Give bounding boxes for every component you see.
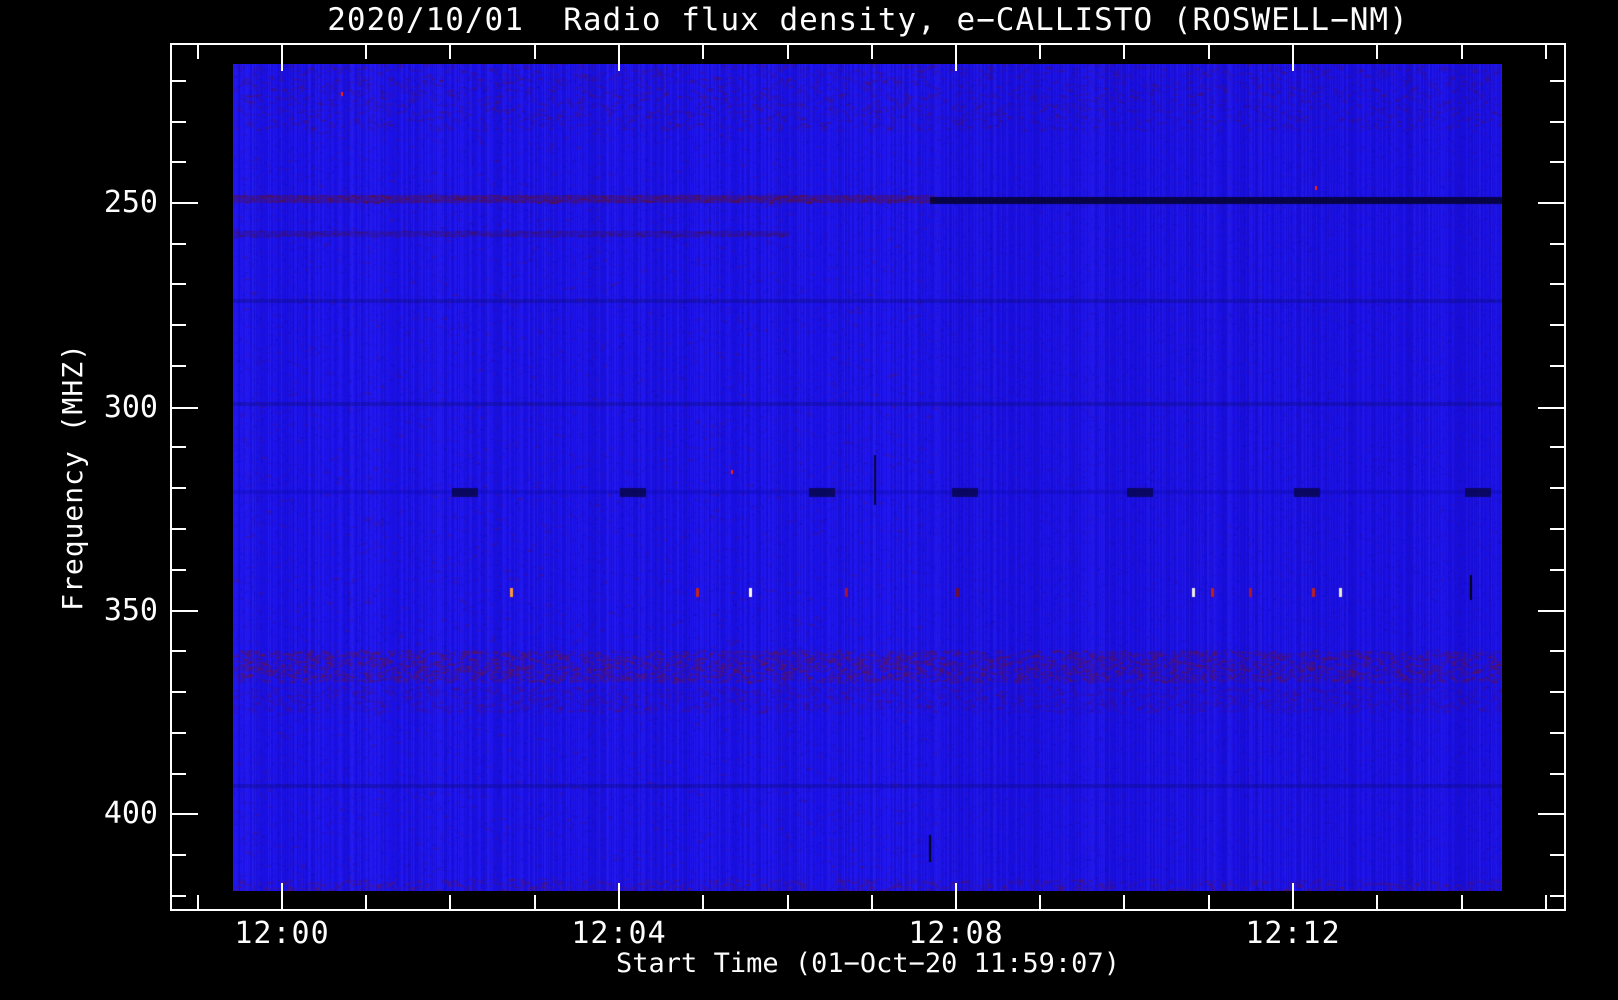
tick-mark xyxy=(1376,895,1378,909)
tick-mark xyxy=(172,528,186,530)
spectrogram-image xyxy=(233,64,1502,891)
tick-mark xyxy=(955,45,957,71)
tick-mark xyxy=(172,569,186,571)
tick-mark xyxy=(534,895,536,909)
tick-mark xyxy=(1545,895,1547,909)
tick-mark xyxy=(449,895,451,909)
y-axis-title: Frequency (MHZ) xyxy=(55,343,89,611)
tick-mark xyxy=(1039,45,1041,59)
tick-mark xyxy=(1550,80,1564,82)
tick-mark xyxy=(197,45,199,59)
tick-mark xyxy=(1039,895,1041,909)
tick-mark xyxy=(172,324,186,326)
tick-mark xyxy=(1292,883,1294,909)
tick-mark xyxy=(1550,487,1564,489)
tick-mark xyxy=(871,895,873,909)
tick-mark xyxy=(1550,243,1564,245)
tick-mark xyxy=(534,45,536,59)
tick-mark xyxy=(955,883,957,909)
tick-mark xyxy=(1550,569,1564,571)
tick-mark xyxy=(1550,446,1564,448)
tick-mark xyxy=(1538,813,1564,815)
tick-mark xyxy=(172,650,186,652)
tick-mark xyxy=(172,365,186,367)
tick-mark xyxy=(1461,45,1463,59)
y-axis-title-box: Frequency (MHZ) xyxy=(52,43,92,911)
x-axis-title: Start Time (01−Oct−20 11:59:07) xyxy=(616,948,1120,979)
tick-mark xyxy=(1550,895,1564,897)
tick-mark xyxy=(1550,161,1564,163)
tick-mark xyxy=(1550,854,1564,856)
tick-mark xyxy=(1538,202,1564,204)
x-tick-label: 12:12 xyxy=(1245,916,1341,951)
chart-title: 2020/10/01 Radio flux density, e−CALLIST… xyxy=(327,2,1409,38)
tick-mark xyxy=(1550,283,1564,285)
tick-mark xyxy=(1123,45,1125,59)
tick-mark xyxy=(787,895,789,909)
tick-mark xyxy=(1550,528,1564,530)
tick-mark xyxy=(172,895,186,897)
tick-mark xyxy=(1550,732,1564,734)
tick-mark xyxy=(1538,407,1564,409)
y-tick-label: 300 xyxy=(103,390,158,425)
tick-mark xyxy=(172,446,186,448)
tick-mark xyxy=(281,45,283,71)
tick-mark xyxy=(1550,324,1564,326)
tick-mark xyxy=(1550,691,1564,693)
tick-mark xyxy=(172,813,198,815)
x-tick-label: 12:08 xyxy=(908,916,1004,951)
tick-mark xyxy=(1376,45,1378,59)
tick-mark xyxy=(172,283,186,285)
tick-mark xyxy=(1123,895,1125,909)
tick-mark xyxy=(172,610,198,612)
tick-mark xyxy=(618,883,620,909)
tick-mark xyxy=(172,732,186,734)
tick-mark xyxy=(618,45,620,71)
tick-mark xyxy=(172,243,186,245)
tick-mark xyxy=(172,691,186,693)
tick-mark xyxy=(281,883,283,909)
tick-mark xyxy=(1538,610,1564,612)
tick-mark xyxy=(871,45,873,59)
tick-mark xyxy=(1550,773,1564,775)
tick-mark xyxy=(1550,365,1564,367)
tick-mark xyxy=(172,407,198,409)
tick-mark xyxy=(172,202,198,204)
tick-mark xyxy=(172,161,186,163)
tick-mark xyxy=(365,45,367,59)
tick-mark xyxy=(172,80,186,82)
tick-mark xyxy=(1208,45,1210,59)
tick-mark xyxy=(449,45,451,59)
tick-mark xyxy=(1545,45,1547,59)
tick-mark xyxy=(1550,121,1564,123)
tick-mark xyxy=(197,895,199,909)
tick-mark xyxy=(365,895,367,909)
tick-mark xyxy=(172,773,186,775)
tick-mark xyxy=(1208,895,1210,909)
tick-mark xyxy=(172,487,186,489)
tick-mark xyxy=(787,45,789,59)
tick-mark xyxy=(172,854,186,856)
x-tick-label: 12:04 xyxy=(571,916,667,951)
x-tick-label: 12:00 xyxy=(234,916,330,951)
y-tick-label: 400 xyxy=(103,796,158,831)
tick-mark xyxy=(172,121,186,123)
tick-mark xyxy=(1292,45,1294,71)
y-tick-label: 250 xyxy=(103,185,158,220)
tick-mark xyxy=(702,895,704,909)
y-tick-label: 350 xyxy=(103,593,158,628)
tick-mark xyxy=(1550,650,1564,652)
tick-mark xyxy=(702,45,704,59)
tick-mark xyxy=(1461,895,1463,909)
